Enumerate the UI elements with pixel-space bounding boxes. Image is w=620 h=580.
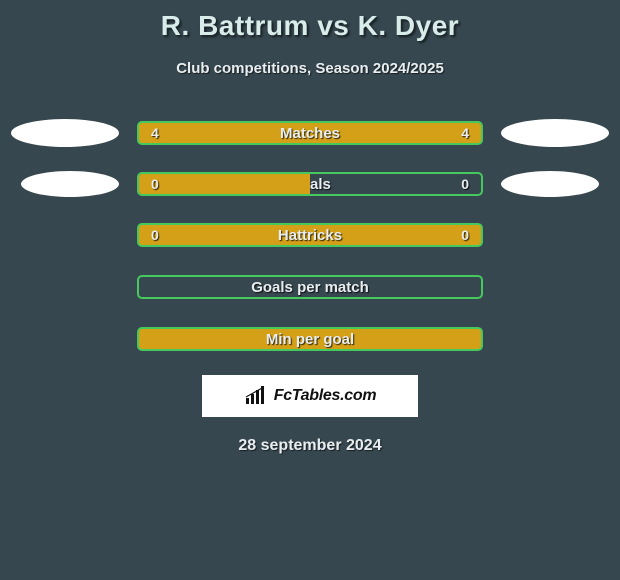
stat-bar: Goals per match <box>137 275 483 299</box>
card-title: R. Battrum vs K. Dyer <box>0 10 620 42</box>
stat-value-right: 4 <box>461 125 469 141</box>
stat-bar: Min per goal <box>137 327 483 351</box>
player2-name: K. Dyer <box>358 10 460 41</box>
comparison-card: R. Battrum vs K. Dyer Club competitions,… <box>0 0 620 455</box>
stat-row: Goals per match <box>0 273 620 301</box>
left-ellipse <box>11 119 119 147</box>
stat-bar: 0Goals0 <box>137 172 483 196</box>
stat-row: 0Hattricks0 <box>0 221 620 249</box>
left-ellipse-spacer <box>11 273 119 301</box>
stat-value-left: 0 <box>151 227 159 243</box>
bars-chart-icon <box>244 386 268 406</box>
stat-bar: 0Hattricks0 <box>137 223 483 247</box>
card-subtitle: Club competitions, Season 2024/2025 <box>0 60 620 77</box>
left-ellipse-spacer <box>11 325 119 353</box>
vs-separator: vs <box>317 10 349 41</box>
stat-value-right: 0 <box>461 227 469 243</box>
stat-value-left: 0 <box>151 176 159 192</box>
right-ellipse <box>501 171 599 197</box>
player1-name: R. Battrum <box>161 10 309 41</box>
right-ellipse-spacer <box>501 325 609 353</box>
left-ellipse-spacer <box>11 221 119 249</box>
brand-logo[interactable]: FcTables.com <box>202 375 418 417</box>
right-ellipse <box>501 119 609 147</box>
stat-row: 4Matches4 <box>0 119 620 147</box>
stats-list: 4Matches40Goals00Hattricks0Goals per mat… <box>0 119 620 353</box>
stat-bar-fill <box>139 174 310 194</box>
stat-row: 0Goals0 <box>0 171 620 197</box>
stat-value-left: 4 <box>151 125 159 141</box>
stat-bar: 4Matches4 <box>137 121 483 145</box>
right-ellipse-spacer <box>501 221 609 249</box>
stat-label: Hattricks <box>139 227 481 244</box>
card-date: 28 september 2024 <box>0 437 620 455</box>
right-ellipse-spacer <box>501 273 609 301</box>
stat-label: Goals per match <box>139 279 481 296</box>
stat-label: Min per goal <box>139 331 481 348</box>
left-ellipse <box>21 171 119 197</box>
stat-value-right: 0 <box>461 176 469 192</box>
stat-row: Min per goal <box>0 325 620 353</box>
brand-text: FcTables.com <box>274 387 377 405</box>
stat-label: Matches <box>139 125 481 142</box>
